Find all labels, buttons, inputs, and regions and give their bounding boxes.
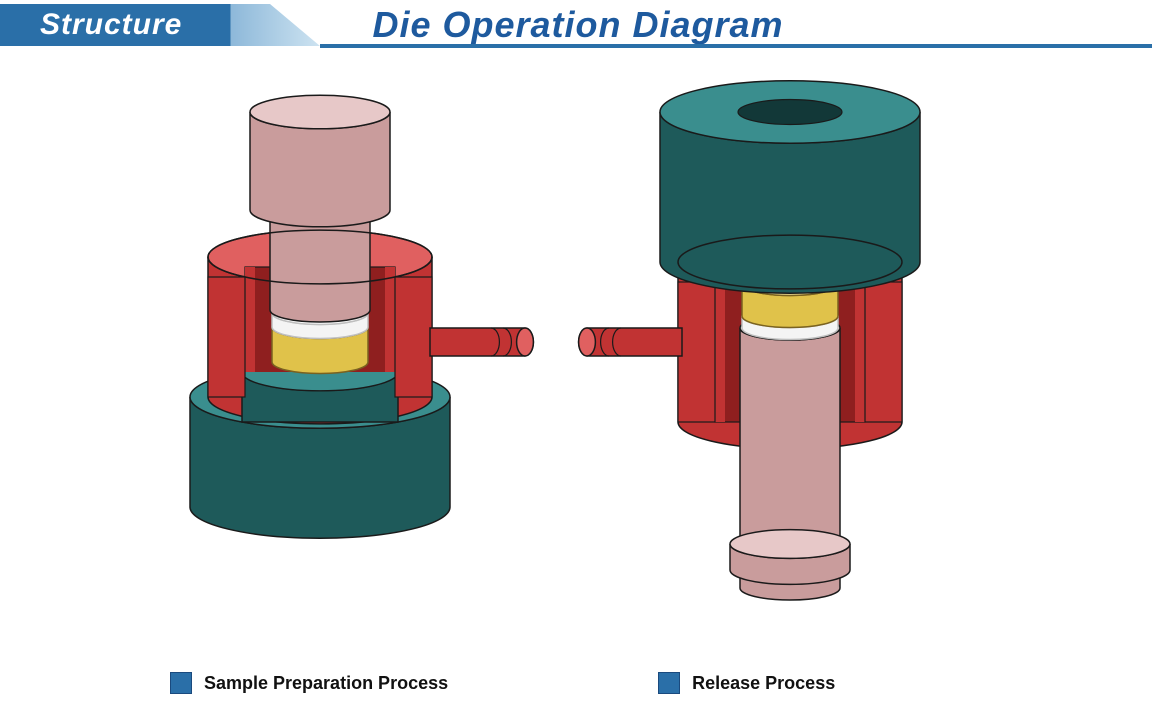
assembly-release	[579, 81, 920, 600]
structure-tab: Structure	[0, 4, 320, 46]
title-rule	[320, 44, 1152, 48]
assembly-sample-prep	[190, 95, 533, 538]
legend-release: Release Process	[658, 672, 835, 694]
legend: Sample Preparation Process Release Proce…	[0, 672, 1156, 694]
legend-sample-prep: Sample Preparation Process	[170, 672, 448, 694]
legend-swatch-icon	[170, 672, 192, 694]
legend-right-label: Release Process	[692, 673, 835, 694]
header: Structure Die Operation Diagram	[0, 4, 1156, 52]
operation-diagram	[0, 52, 1156, 642]
legend-swatch-icon	[658, 672, 680, 694]
structure-tab-label: Structure	[0, 4, 320, 42]
legend-left-label: Sample Preparation Process	[204, 673, 448, 694]
